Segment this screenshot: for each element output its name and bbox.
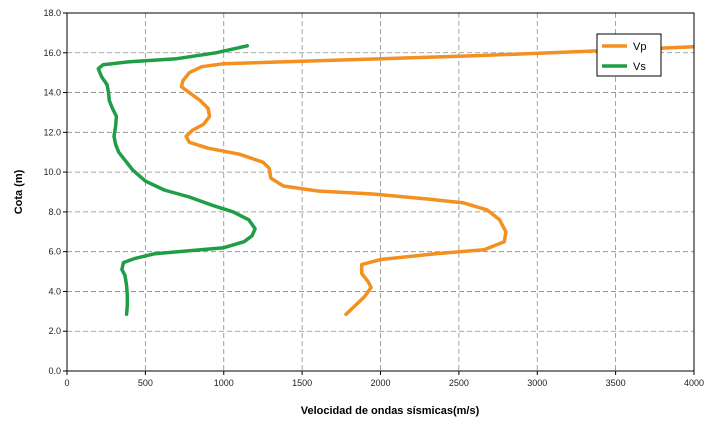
y-tick-label: 16.0 [43, 48, 61, 58]
x-axis-title: Velocidad de ondas sísmicas(m/s) [301, 405, 480, 417]
tick-labels: 0 500 1000 1500 2000 2500 3000 3500 4000 0.0 2.0 4.… [43, 8, 704, 388]
legend-label-vs: Vs [633, 61, 646, 73]
x-tick-label: 1000 [214, 378, 234, 388]
x-tick-label: 4000 [684, 378, 704, 388]
y-tick-label: 14.0 [43, 88, 61, 98]
legend-box [596, 33, 662, 77]
x-tick-label: 2000 [370, 378, 390, 388]
series-line-vp [179, 45, 694, 317]
x-tick-label: 500 [138, 378, 153, 388]
x-tick-label: 3500 [606, 378, 626, 388]
x-tick-label: 2500 [449, 378, 469, 388]
y-tick-label: 4.0 [48, 286, 61, 296]
y-tick-label: 0.0 [48, 366, 61, 376]
legend-label-vp: Vp [633, 41, 646, 53]
x-tick-label: 3000 [527, 378, 547, 388]
x-tick-label: 0 [64, 378, 69, 388]
y-tick-label: 12.0 [43, 127, 61, 137]
y-tick-label: 2.0 [48, 326, 61, 336]
y-tick-label: 10.0 [43, 167, 61, 177]
x-tick-label: 1500 [292, 378, 312, 388]
legend: Vp Vs [596, 33, 662, 77]
y-axis-title: Cota (m) [13, 169, 25, 214]
series-line-vs [96, 44, 257, 317]
series-layer [96, 44, 694, 317]
y-tick-label: 18.0 [43, 8, 61, 18]
y-tick-label: 8.0 [48, 207, 61, 217]
y-tick-label: 6.0 [48, 247, 61, 257]
grid [67, 13, 694, 371]
